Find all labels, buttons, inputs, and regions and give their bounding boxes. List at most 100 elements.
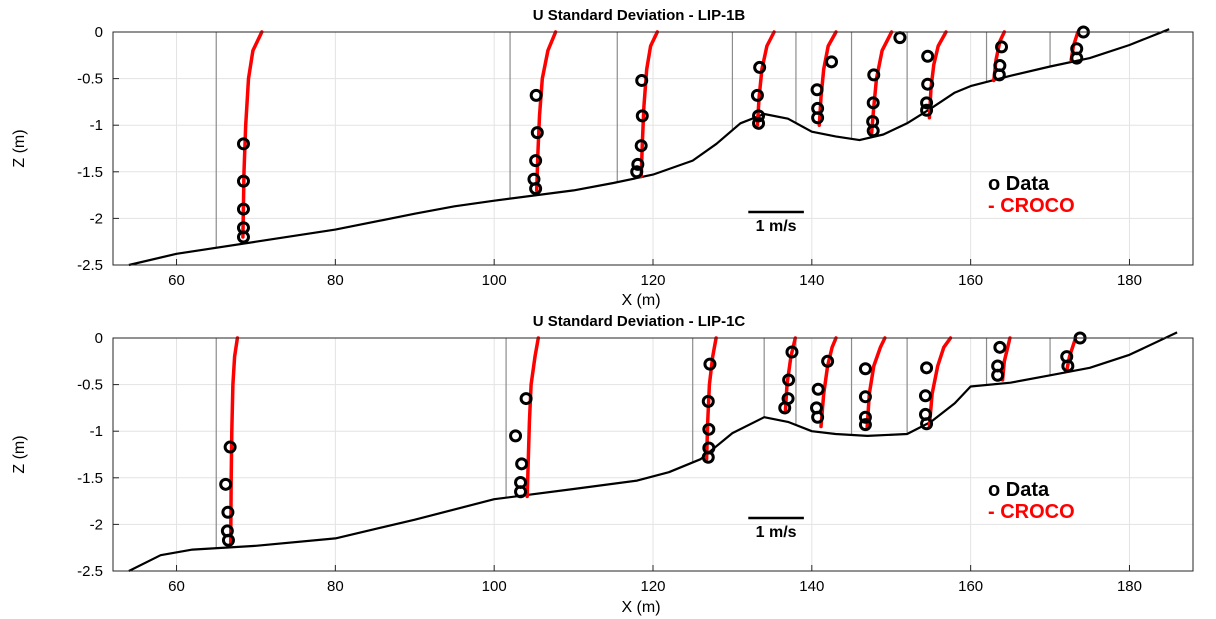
chart-title: U Standard Deviation - LIP-1B [533,7,746,24]
data-point [702,422,716,436]
croco-profile-5 [817,30,838,127]
data-point [918,389,932,403]
data-point [701,394,715,408]
x-tick-label: 160 [958,272,983,289]
data-point [920,361,934,375]
data-point [811,111,825,125]
data-point [236,137,250,151]
croco-profile-1 [241,30,264,239]
legend-entry: - CROCO [988,501,1075,523]
x-tick-label: 140 [799,272,824,289]
data-point [634,139,648,153]
data-point [236,174,250,188]
y-tick-label: -2.5 [77,563,103,580]
data-point [867,68,881,82]
x-axis-label: X (m) [621,292,660,309]
data-point [635,109,649,123]
data-point [811,410,825,424]
y-tick-label: -2 [90,210,103,227]
data-point [530,126,544,140]
legend-entry: o Data [988,173,1050,195]
data-point [750,88,764,102]
data-point [221,533,235,547]
chart-panel-1: 60 80 100 120 140 160 180 0 -0.5 -1 -1.5 -2 -2.5 U St… [11,7,1194,309]
data-point [778,401,792,415]
y-tick-label: -2.5 [77,257,103,274]
data-point [858,410,872,424]
data-point [920,103,934,117]
y-tick-label: -1 [90,423,103,440]
data-point [920,417,934,431]
x-tick-label: 120 [640,272,665,289]
x-tick-label: 140 [799,578,824,595]
data-point [529,182,543,196]
croco-profile-9 [1064,336,1078,373]
data-point [219,477,233,491]
x-tick-label: 60 [168,272,185,289]
data-point [703,357,717,371]
data-point [921,77,935,91]
data-point [991,368,1005,382]
data-point [825,55,839,69]
y-axis-label: Z (m) [11,129,28,167]
x-tick-label: 120 [640,578,665,595]
x-axis-label: X (m) [621,599,660,616]
bathymetry-line [128,28,1170,267]
croco-profile-1 [228,336,240,547]
data-point [529,88,543,102]
data-point [858,362,872,376]
data-point [993,340,1007,354]
data-point [509,429,523,443]
data-point [752,109,766,123]
croco-profile-4 [755,30,776,127]
data-point [821,354,835,368]
data-point [893,31,907,45]
legend-entry: o Data [988,479,1050,501]
y-tick-label: -2 [90,516,103,533]
croco-profile-6 [865,336,887,431]
data-point [514,485,528,499]
data-point [701,450,715,464]
legend-entry: - CROCO [988,195,1075,217]
chart-title: U Standard Deviation - LIP-1C [533,313,746,330]
data-point [920,96,934,110]
x-tick-label: 60 [168,578,185,595]
scale-bar-label: 1 m/s [756,218,797,235]
y-tick-label: 0 [95,24,103,41]
data-point [752,116,766,130]
data-point [236,230,250,244]
data-point [921,49,935,63]
x-tick-label: 160 [958,578,983,595]
data-point [515,457,529,471]
data-point [1070,51,1084,65]
x-tick-label: 100 [482,272,507,289]
chart-panel-2: 60 80 100 120 140 160 180 0 -0.5 -1 -1.5 -2 -2.5 U St… [11,313,1194,616]
data-point [785,345,799,359]
data-point [858,390,872,404]
y-tick-label: 0 [95,330,103,347]
bathymetry-line [128,331,1178,572]
x-tick-label: 180 [1117,578,1142,595]
croco-profile-7 [927,336,953,429]
x-tick-label: 180 [1117,272,1142,289]
data-point [519,392,533,406]
data-point [992,68,1006,82]
data-point [223,440,237,454]
data-point [631,157,645,171]
y-tick-label: -1.5 [77,470,103,487]
scale-bar-label: 1 m/s [756,524,797,541]
data-point [782,373,796,387]
croco-profile-8 [1000,336,1012,382]
data-point [753,60,767,74]
y-tick-label: -0.5 [77,377,103,394]
data-point [866,124,880,138]
data-point [635,73,649,87]
y-axis-label: Z (m) [11,435,28,473]
data-point [221,505,235,519]
data-point [236,202,250,216]
data-point [811,382,825,396]
data-point [866,96,880,110]
x-tick-label: 80 [327,578,344,595]
data-point [1061,359,1075,373]
